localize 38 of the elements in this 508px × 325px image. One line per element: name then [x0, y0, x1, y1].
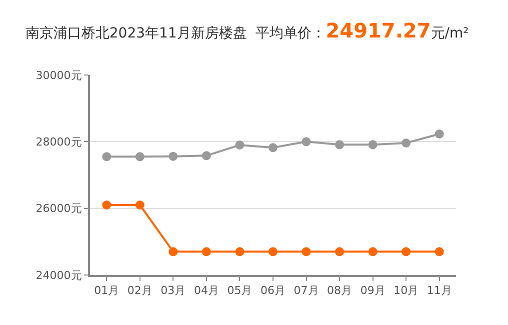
x-tick-label: 02月	[127, 284, 152, 298]
x-tick-label: 08月	[327, 284, 352, 298]
point	[268, 143, 278, 152]
point	[368, 140, 378, 150]
point	[368, 247, 378, 256]
y-tick-label: 28000元	[36, 136, 82, 149]
point	[434, 247, 444, 256]
x-tick-label: 06月	[260, 284, 286, 298]
point	[402, 247, 411, 256]
point	[434, 130, 444, 138]
y-tick-label: 24000元	[36, 268, 82, 282]
x-tick-label: 01月	[94, 284, 120, 298]
point	[135, 200, 144, 210]
chart-title: 南京浦口桥北2023年11月新房楼盘 平均单价：24917.27元/m²	[25, 18, 469, 42]
point	[235, 247, 244, 256]
x-tick-label: 11月	[426, 284, 452, 298]
x-tick-label: 09月	[360, 284, 386, 298]
point	[102, 152, 112, 162]
point	[335, 140, 344, 150]
point	[202, 247, 211, 256]
point	[102, 200, 112, 210]
point	[268, 247, 278, 256]
y-tick-label: 30000元	[36, 68, 82, 82]
point	[302, 137, 311, 146]
point	[302, 247, 311, 256]
point	[335, 247, 344, 256]
x-tick-label: 10月	[394, 284, 419, 298]
point	[402, 138, 411, 148]
point	[168, 152, 178, 161]
point	[202, 151, 211, 160]
point	[235, 140, 244, 150]
x-tick-label: 05月	[227, 284, 252, 298]
y-tick-label: 26000元	[36, 202, 82, 216]
point	[168, 247, 178, 256]
x-tick-label: 03月	[160, 284, 186, 298]
x-tick-label: 04月	[194, 284, 219, 298]
point	[135, 152, 144, 162]
x-tick-label: 07月	[294, 284, 319, 298]
